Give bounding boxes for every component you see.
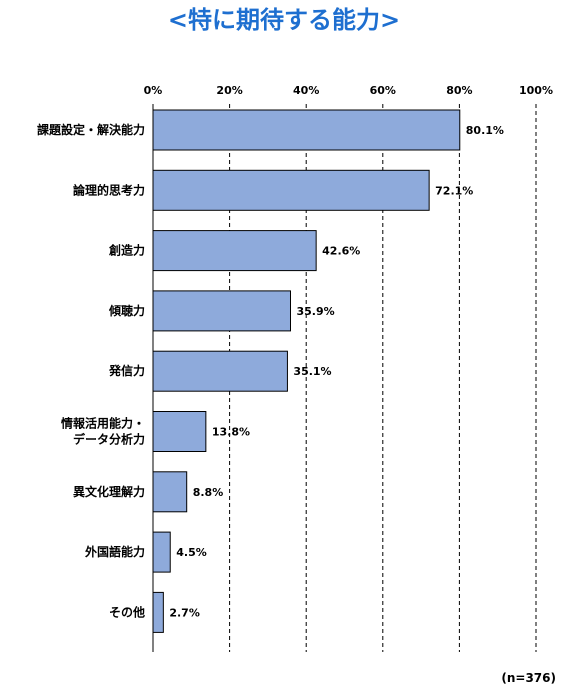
category-label: 課題設定・解決能力 (37, 122, 145, 137)
bar (152, 290, 291, 332)
x-tick-label: 20% (216, 84, 242, 97)
data-label: 13.8% (212, 426, 250, 439)
category-labels: 課題設定・解決能力論理的思考力創造力傾聴力発信力情報活用能力・データ分析力異文化… (37, 122, 145, 619)
x-tick-label: 40% (293, 84, 319, 97)
data-label: 8.8% (193, 486, 224, 499)
bar (152, 471, 188, 513)
category-label: データ分析力 (73, 432, 145, 447)
bar (152, 591, 164, 633)
sample-size-note: (n=376) (501, 671, 556, 685)
x-tick-labels: 0% 20% 40% 60% 80% 100% (144, 84, 553, 97)
chart-title: <特に期待する能力> (168, 6, 400, 34)
data-label: 80.1% (466, 124, 504, 137)
x-tick-label: 0% (144, 84, 163, 97)
bar (152, 350, 288, 392)
category-label: 創造力 (108, 243, 145, 258)
category-label: 外国語能力 (85, 544, 145, 559)
data-label: 72.1% (435, 184, 473, 197)
x-tick-label: 60% (370, 84, 396, 97)
category-label: 情報活用能力・ (61, 416, 145, 431)
bar (152, 230, 317, 272)
category-label: 発信力 (108, 363, 145, 378)
data-label: 35.9% (296, 305, 334, 318)
data-label: 42.6% (322, 245, 360, 258)
bar (152, 531, 171, 573)
category-label: 論理的思考力 (73, 182, 145, 197)
data-label: 4.5% (176, 546, 207, 559)
x-tick-label: 80% (446, 84, 472, 97)
data-label: 2.7% (169, 606, 200, 619)
bar (152, 169, 430, 211)
category-label: 傾聴力 (108, 303, 145, 318)
value-labels: 80.1% 72.1% 42.6% 35.9% 35.1% 13.8% 8.8% 4.5% 2.… (169, 124, 504, 619)
bar (152, 109, 461, 151)
category-label: その他 (109, 604, 145, 619)
x-tick-label: 100% (519, 84, 553, 97)
category-label: 異文化理解力 (73, 484, 145, 499)
data-label: 35.1% (293, 365, 331, 378)
bar (152, 411, 207, 452)
